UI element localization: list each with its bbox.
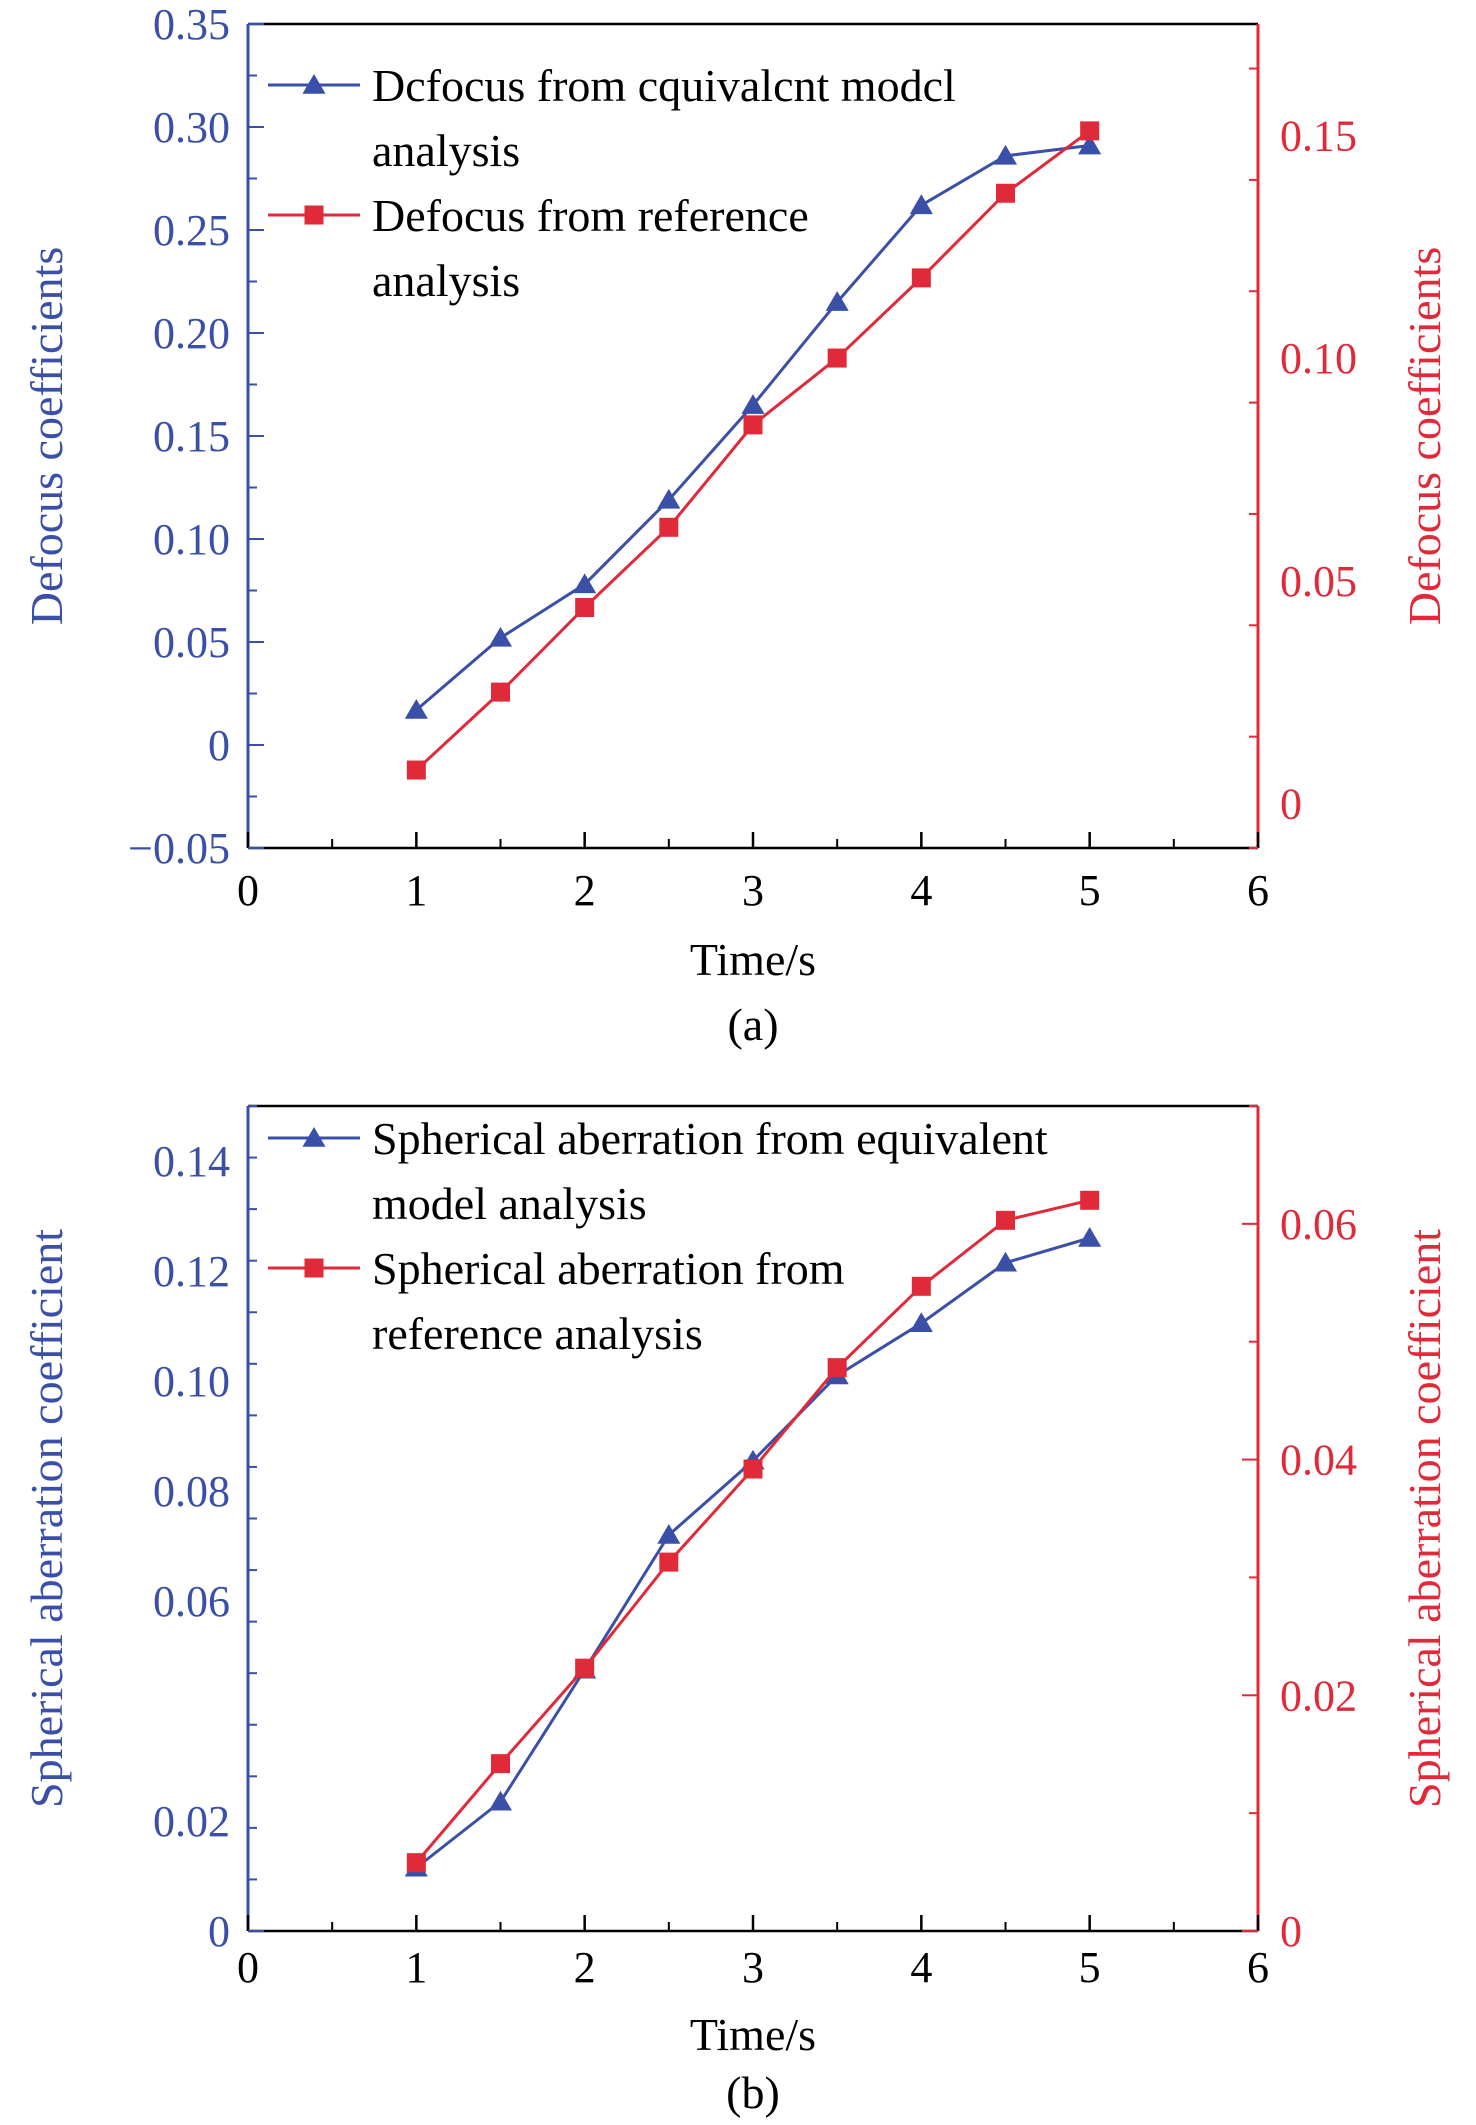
right-y-tick-label: 0.10 xyxy=(1280,334,1357,383)
left-y-tick-label: 0.14 xyxy=(153,1137,230,1186)
triangle-marker-icon xyxy=(302,74,326,94)
x-tick-label: 0 xyxy=(237,866,259,915)
data-point xyxy=(573,573,597,594)
left-y-tick-label: 0.02 xyxy=(153,1797,230,1846)
series-line xyxy=(415,1198,1091,1864)
x-tick-label: 2 xyxy=(574,866,596,915)
left-y-tick-label: 0.10 xyxy=(153,515,230,564)
data-point xyxy=(909,1312,933,1333)
right-y-axis-title: Spherical aberration coefficient xyxy=(1399,1229,1450,1808)
legend-label: reference analysis xyxy=(372,1308,703,1359)
series-right xyxy=(406,121,1100,780)
right-y-tick-label: 0.02 xyxy=(1280,1671,1357,1720)
chart-b: 0 1 2 3 4 5 600.020.060.080.100.120.1400.020.0… xyxy=(21,1104,1450,2118)
right-y-tick-label: 0 xyxy=(1280,779,1302,828)
data-point xyxy=(1078,134,1102,155)
triangle-marker-icon xyxy=(302,1127,326,1147)
left-y-tick-label: 0.06 xyxy=(153,1577,230,1626)
data-point xyxy=(488,626,513,647)
data-point xyxy=(993,144,1018,165)
x-tick-label: 4 xyxy=(910,866,932,915)
data-point xyxy=(406,760,426,780)
x-axis-title: Time/s xyxy=(690,2009,816,2060)
legend: Dcfocus from cquivalcnt modcl analysis Def… xyxy=(268,60,956,306)
legend-label: Spherical aberration from equivalent xyxy=(372,1113,1048,1164)
x-tick-label: 0 xyxy=(237,1943,259,1992)
legend-label: analysis xyxy=(372,255,520,306)
data-point xyxy=(404,698,428,719)
left-y-tick-label: −0.05 xyxy=(128,824,230,873)
right-y-tick-label: 0.06 xyxy=(1280,1200,1357,1249)
legend-label: model analysis xyxy=(372,1178,647,1229)
x-tick-label: 5 xyxy=(1079,866,1101,915)
data-point xyxy=(825,291,849,311)
data-point xyxy=(741,394,765,414)
x-tick-label: 2 xyxy=(574,1943,596,1992)
data-point xyxy=(575,597,595,617)
legend-label: Defocus from reference xyxy=(372,190,809,241)
data-point xyxy=(488,1790,513,1811)
data-point xyxy=(1078,1227,1102,1247)
left-y-axis-title: Defocus coefficients xyxy=(21,247,72,626)
series-left xyxy=(404,134,1102,719)
data-point xyxy=(996,183,1015,203)
left-y-tick-label: 0.12 xyxy=(153,1247,230,1296)
data-point xyxy=(993,1251,1018,1272)
x-axis-title: Time/s xyxy=(690,934,816,985)
data-point xyxy=(659,1552,679,1572)
right-y-tick-label: 0 xyxy=(1280,1907,1302,1956)
x-tick-label: 5 xyxy=(1079,1943,1101,1992)
left-y-tick-label: 0.10 xyxy=(153,1357,230,1406)
data-point xyxy=(659,517,679,537)
series-right xyxy=(406,1190,1100,1873)
left-y-tick-label: 0 xyxy=(208,1907,230,1956)
left-y-tick-label: 0 xyxy=(208,721,230,770)
legend-label: analysis xyxy=(372,125,520,176)
x-tick-label: 4 xyxy=(910,1943,932,1992)
data-point xyxy=(657,488,681,509)
x-tick-label: 1 xyxy=(405,1943,427,1992)
x-tick-label: 6 xyxy=(1247,866,1269,915)
legend: Spherical aberration from equivalent mode… xyxy=(268,1113,1048,1359)
data-point xyxy=(1080,121,1100,141)
data-point xyxy=(996,1210,1015,1230)
left-y-tick-label: 0.15 xyxy=(153,412,230,461)
data-point xyxy=(911,268,931,288)
data-point xyxy=(575,1658,595,1678)
data-point xyxy=(491,682,510,702)
figure-caption: (b) xyxy=(726,2067,780,2118)
data-point xyxy=(1080,1190,1100,1210)
data-point xyxy=(909,194,933,215)
left-y-tick-label: 0.05 xyxy=(153,618,230,667)
left-y-tick-label: 0.30 xyxy=(153,103,230,152)
figure-caption: (a) xyxy=(727,999,778,1050)
x-tick-label: 6 xyxy=(1247,1943,1269,1992)
data-point xyxy=(657,1524,681,1544)
data-point xyxy=(491,1754,510,1774)
right-y-tick-label: 0.05 xyxy=(1280,557,1357,606)
right-y-axis-title: Defocus coefficients xyxy=(1399,247,1450,626)
left-y-axis-title: Spherical aberration coefficient xyxy=(21,1229,72,1808)
data-point xyxy=(743,1459,763,1479)
data-point xyxy=(827,1358,847,1378)
square-marker-icon xyxy=(304,1258,324,1278)
x-tick-label: 1 xyxy=(405,866,427,915)
legend-label: Spherical aberration from xyxy=(372,1243,845,1294)
right-y-tick-label: 0.15 xyxy=(1280,111,1357,160)
chart-a: 0 1 2 3 4 5 6−0.0500.050.100.150.200.250.300.3… xyxy=(21,0,1450,1050)
data-point xyxy=(743,415,763,435)
square-marker-icon xyxy=(304,205,324,225)
left-y-tick-label: 0.25 xyxy=(153,206,230,255)
data-point xyxy=(406,1853,426,1873)
data-point xyxy=(827,348,847,368)
left-y-tick-label: 0.35 xyxy=(153,0,230,49)
left-y-tick-label: 0.20 xyxy=(153,309,230,358)
legend-label: Dcfocus from cquivalcnt modcl xyxy=(372,60,956,111)
right-y-tick-label: 0.04 xyxy=(1280,1436,1357,1485)
x-tick-label: 3 xyxy=(742,866,764,915)
left-y-tick-label: 0.08 xyxy=(153,1467,230,1516)
x-tick-label: 3 xyxy=(742,1943,764,1992)
data-point xyxy=(911,1276,931,1296)
